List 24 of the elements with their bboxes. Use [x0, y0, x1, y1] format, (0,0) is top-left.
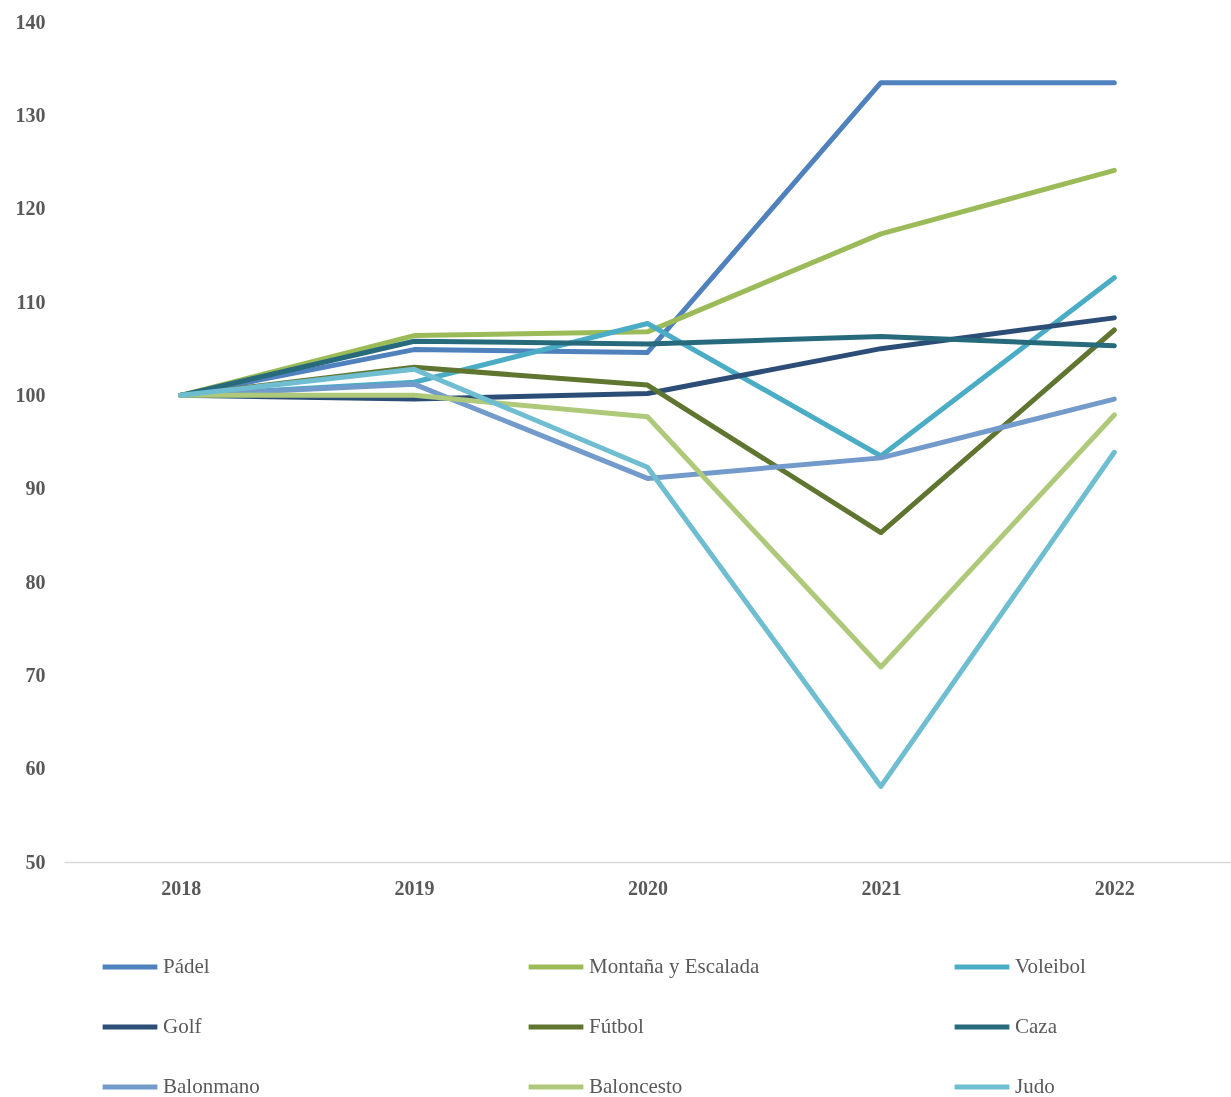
- y-tick-label: 120: [15, 197, 46, 220]
- legend-label: Balonmano: [163, 1074, 260, 1097]
- x-tick-label: 2019: [394, 876, 435, 899]
- x-tick-label: 2020: [628, 876, 668, 899]
- y-tick-label: 80: [25, 570, 46, 593]
- legend-label: Voleibol: [1015, 954, 1086, 978]
- x-tick-label: 2022: [1094, 876, 1135, 899]
- y-tick-label: 100: [15, 383, 46, 406]
- legend-label: Fútbol: [589, 1014, 645, 1038]
- y-tick-label: 50: [25, 850, 46, 873]
- y-tick-label: 110: [16, 290, 46, 313]
- legend-label: Montaña y Escalada: [589, 954, 760, 978]
- y-tick-label: 90: [25, 477, 46, 500]
- legend-label: Caza: [1015, 1014, 1058, 1038]
- y-tick-label: 140: [15, 10, 46, 33]
- legend-label: Baloncesto: [589, 1074, 683, 1097]
- legend-label: Golf: [163, 1014, 202, 1038]
- legend-label: Pádel: [163, 954, 210, 978]
- y-tick-label: 130: [15, 103, 46, 126]
- legend-label: Judo: [1015, 1074, 1055, 1097]
- x-tick-label: 2021: [861, 876, 902, 899]
- x-tick-label: 2018: [161, 876, 202, 899]
- y-tick-label: 60: [25, 757, 46, 780]
- y-tick-label: 70: [25, 663, 46, 686]
